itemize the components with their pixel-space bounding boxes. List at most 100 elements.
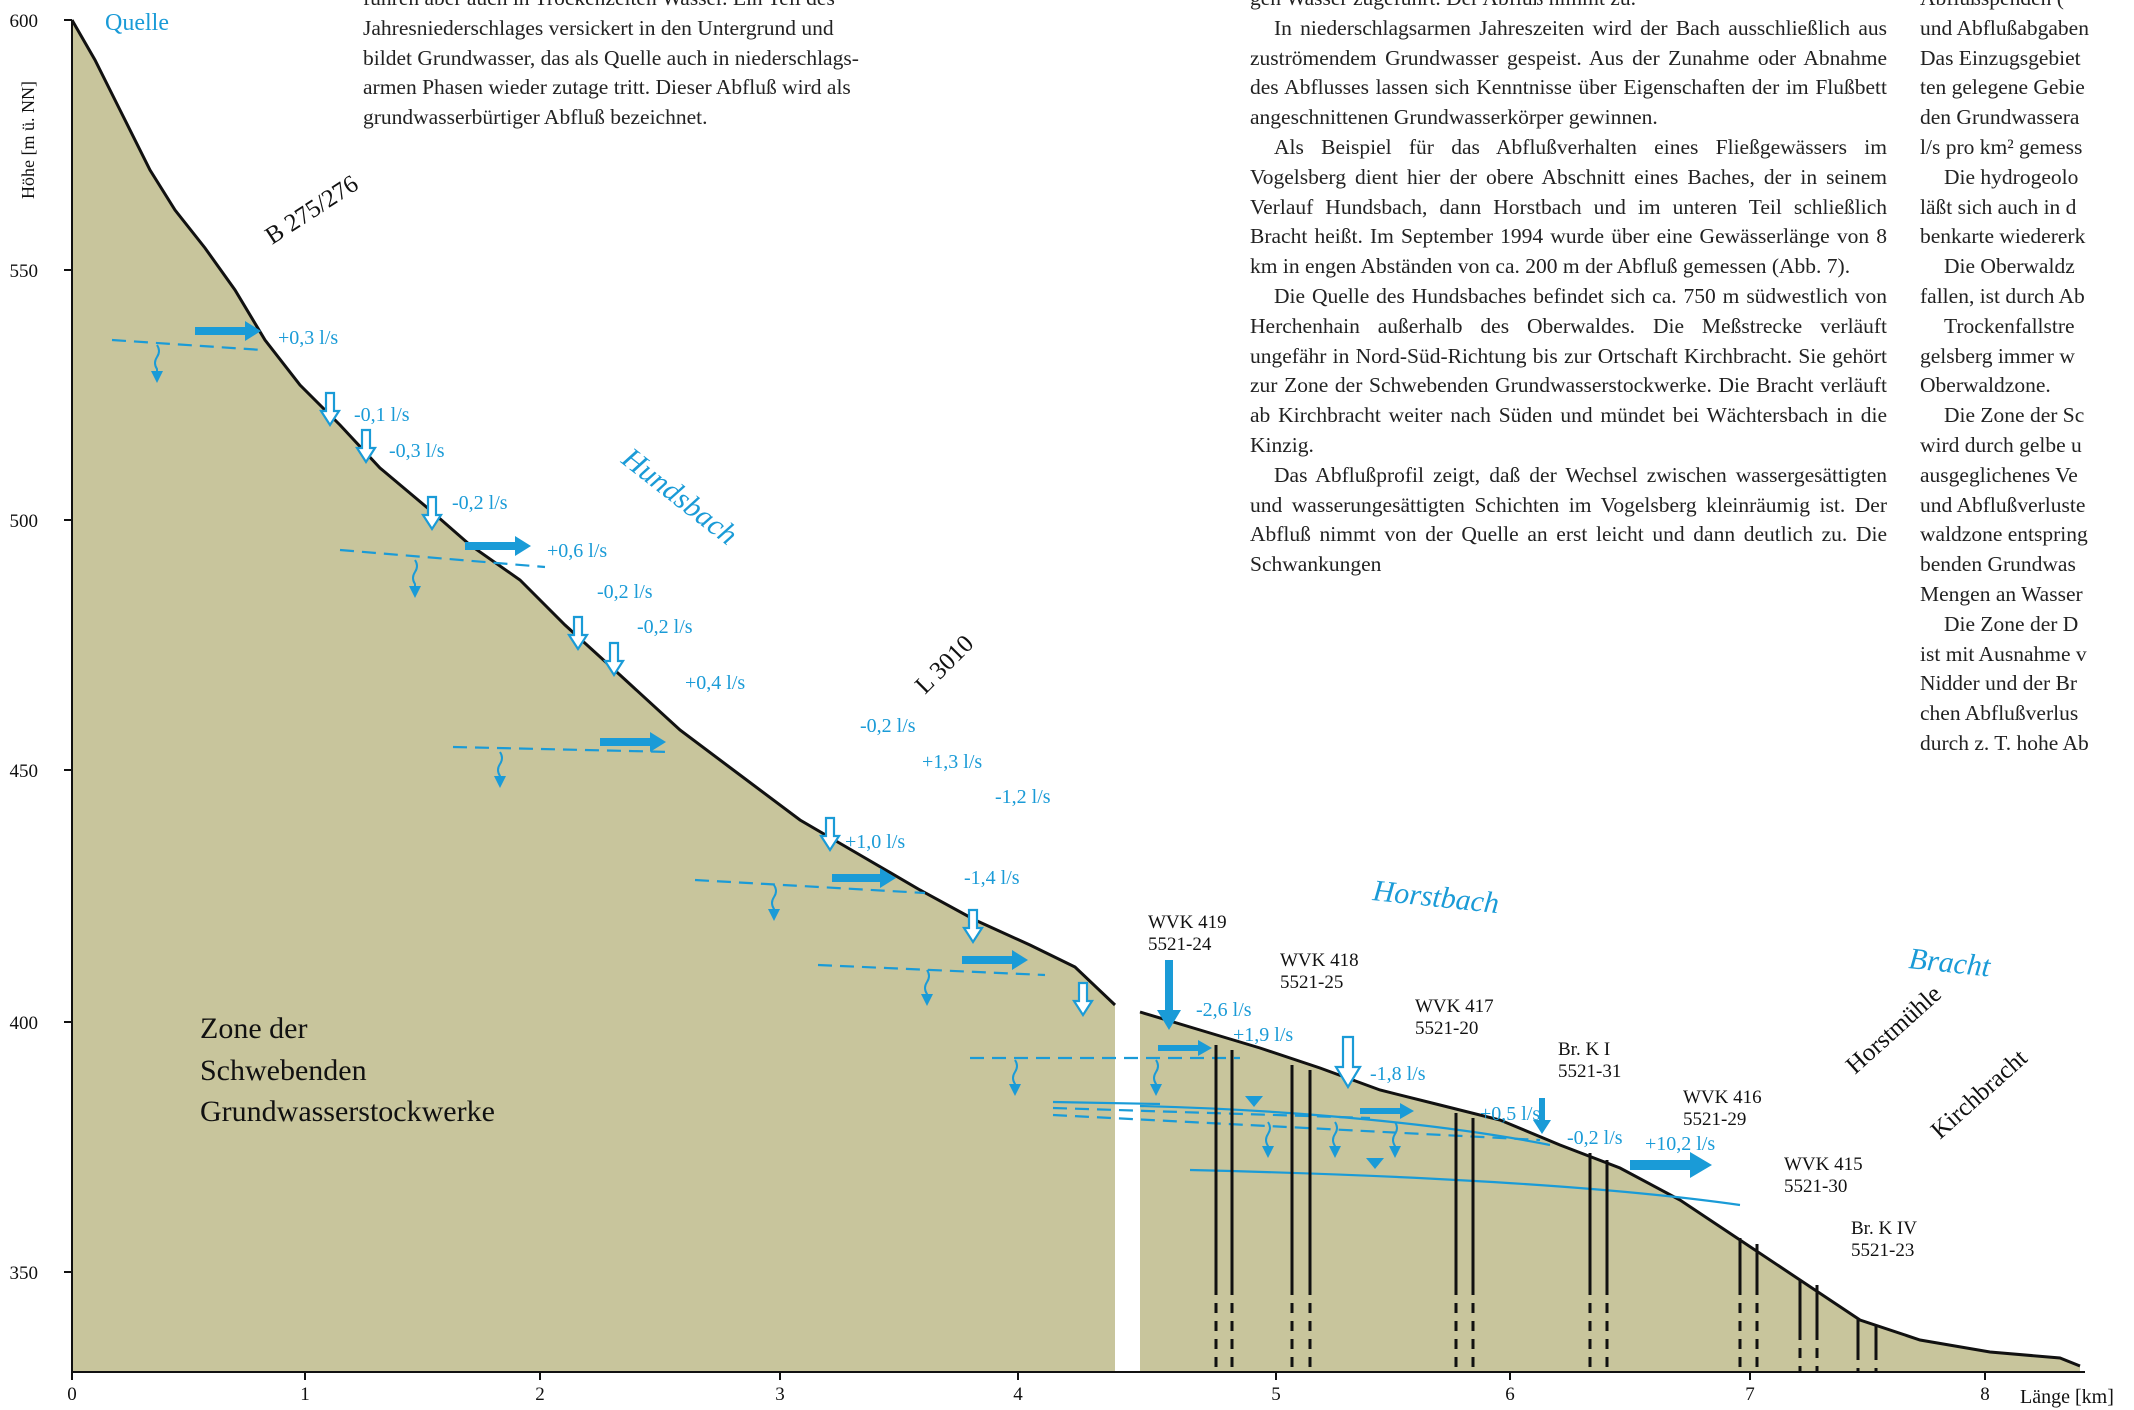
road-l3010: L 3010 <box>910 630 979 699</box>
y-tick-label: 350 <box>10 1263 39 1284</box>
col3-line: Abflußspenden ( <box>1920 0 2134 14</box>
flow-measurement: -2,6 l/s <box>1196 999 1252 1021</box>
x-tick-label: 3 <box>775 1384 785 1405</box>
wells-dashed <box>1214 1285 1878 1372</box>
flow-measurement: -1,4 l/s <box>964 867 1020 889</box>
flow-measurement: -0,2 l/s <box>860 715 916 737</box>
x-tick-label: 7 <box>1745 1384 1755 1405</box>
col3-line: Trockenfallstre <box>1944 313 2075 338</box>
col1-line: Jahresniederschlages versickert in den U… <box>363 15 834 40</box>
col3-line: fallen, ist durch Ab <box>1920 283 2085 308</box>
col2-paragraph: Als Beispiel für das Abflußverhalten ein… <box>1250 134 1887 279</box>
y-axis-label: Höhe [m ü. NN] <box>18 81 38 199</box>
inflow-arrows <box>195 321 1712 1178</box>
col3-line: waldzone entspring <box>1920 522 2088 547</box>
stream-hundsbach: Hundsbach <box>615 441 744 552</box>
y-tick-label: 450 <box>10 761 39 782</box>
text-column-1: führen aber auch in Trockenzeiten Wasser… <box>363 0 990 133</box>
aquifer-lines <box>111 338 1541 1142</box>
col3-line: chen Abflußverlus <box>1920 701 2079 726</box>
terrain-profile-left <box>72 20 1115 1372</box>
col1-line: grundwasserbürtiger Abfluß bezeichnet. <box>363 105 708 130</box>
y-tick-label: 600 <box>10 11 39 32</box>
flow-measurement: +1,3 l/s <box>922 751 982 773</box>
measurement-labels: +0,3 l/s -0,1 l/s -0,3 l/s -0,2 l/s +0,6 l/s… <box>278 327 1715 1155</box>
flow-measurement: -0,2 l/s <box>597 581 653 603</box>
x-axis-label: Länge [km] <box>2020 1386 2114 1408</box>
col3-line: Die hydrogeolo <box>1944 164 2079 189</box>
zone-label-1: Zone der <box>200 1012 307 1045</box>
flow-measurement: +0,5 l/s <box>1480 1103 1540 1125</box>
stream-horstbach: Horstbach <box>1370 874 1500 920</box>
flow-measurement: -0,1 l/s <box>354 404 410 426</box>
well-name: WVK 415 <box>1784 1154 1863 1175</box>
road-b275: B 275/276 <box>261 170 364 250</box>
col3-line: benkarte wiedererk <box>1920 224 2086 249</box>
flow-measurement: -0,2 l/s <box>637 616 693 638</box>
col1-line: bildet Grundwasser, das als Quelle auch … <box>363 45 859 70</box>
outflow-arrows <box>318 391 1362 1090</box>
well-id: 5521-31 <box>1558 1061 1621 1082</box>
wells <box>1214 1045 1878 1350</box>
col3-line: ausgeglichenes Ve <box>1920 462 2078 487</box>
zone-label-3: Grundwasserstockwerke <box>200 1095 495 1128</box>
x-tick-label: 4 <box>1013 1384 1023 1405</box>
col3-line: durch z. T. hohe Ab <box>1920 730 2089 755</box>
col3-line: ist mit Ausnahme v <box>1920 641 2087 666</box>
flow-measurement: +1,9 l/s <box>1233 1024 1293 1046</box>
well-id: 5521-23 <box>1851 1240 1914 1261</box>
quelle-label: Quelle <box>105 10 169 36</box>
x-ticks: 0 1 2 3 4 5 6 7 8 <box>67 1372 1990 1405</box>
flow-measurement: +0,3 l/s <box>278 327 338 349</box>
flow-measurement: -0,3 l/s <box>389 440 445 462</box>
text-column-3: Abflußspenden (und Abflußabgaben Das Einz… <box>1920 0 2134 759</box>
y-tick-label: 500 <box>10 511 39 532</box>
col3-line: und Abflußverluste <box>1920 492 2086 517</box>
y-tick-label: 400 <box>10 1013 39 1034</box>
col1-line: führen aber auch in Trockenzeiten Wasser… <box>363 0 990 14</box>
col3-line: ten gelegene Gebie <box>1920 75 2085 100</box>
flow-measurement: -0,2 l/s <box>452 492 508 514</box>
flow-measurement: -1,2 l/s <box>995 786 1051 808</box>
well-name: WVK 419 <box>1148 912 1227 933</box>
terrain-profile-right <box>1140 1012 2080 1372</box>
x-tick-label: 6 <box>1505 1384 1515 1405</box>
y-ticks: 600 550 500 450 400 350 <box>10 11 72 1284</box>
flow-measurement: +1,0 l/s <box>845 831 905 853</box>
col3-line: läßt sich auch in d <box>1920 194 2077 219</box>
col3-line: Oberwaldzone. <box>1920 373 2051 398</box>
well-id: 5521-29 <box>1683 1109 1746 1130</box>
col3-line: l/s pro km² gemess <box>1920 134 2083 159</box>
well-name: WVK 416 <box>1683 1087 1762 1108</box>
col3-line: benden Grundwas <box>1920 552 2076 577</box>
col3-line: gelsberg immer w <box>1920 343 2075 368</box>
col3-line: Die Oberwaldz <box>1944 254 2075 279</box>
well-id: 5521-20 <box>1415 1018 1478 1039</box>
terrain-line-right <box>1139 1010 2081 1368</box>
water-level-markers <box>1245 1096 1384 1169</box>
x-tick-label: 5 <box>1271 1384 1281 1405</box>
col3-line: Das Einzugsgebiet <box>1920 45 2081 70</box>
flow-measurement: +0,6 l/s <box>547 540 607 562</box>
well-name: WVK 418 <box>1280 950 1359 971</box>
stream-bracht: Bracht <box>1907 942 1992 983</box>
well-id: 5521-30 <box>1784 1176 1847 1197</box>
place-horstmuehle: Horstmühle <box>1841 980 1947 1079</box>
x-tick-label: 1 <box>300 1384 310 1405</box>
y-tick-label: 550 <box>10 261 39 282</box>
well-name: WVK 417 <box>1415 996 1494 1017</box>
well-name: Br. K I <box>1558 1039 1610 1060</box>
col2-paragraph: gen Wasser zugeführt. Der Abfluß nimmt z… <box>1250 0 1887 14</box>
col3-line: den Grundwassera <box>1920 105 2080 130</box>
x-tick-label: 0 <box>67 1384 77 1405</box>
well-name: Br. K IV <box>1851 1218 1917 1239</box>
zone-label-2: Schwebenden <box>200 1054 367 1087</box>
col1-line: armen Phasen wieder zutage tritt. Dieser… <box>363 75 851 100</box>
well-id: 5521-24 <box>1148 934 1212 955</box>
flow-measurement: -0,2 l/s <box>1567 1127 1623 1149</box>
col3-line: und Abflußabgaben <box>1920 15 2089 40</box>
col3-line: Die Zone der Sc <box>1944 403 2085 428</box>
x-tick-label: 2 <box>535 1384 545 1405</box>
